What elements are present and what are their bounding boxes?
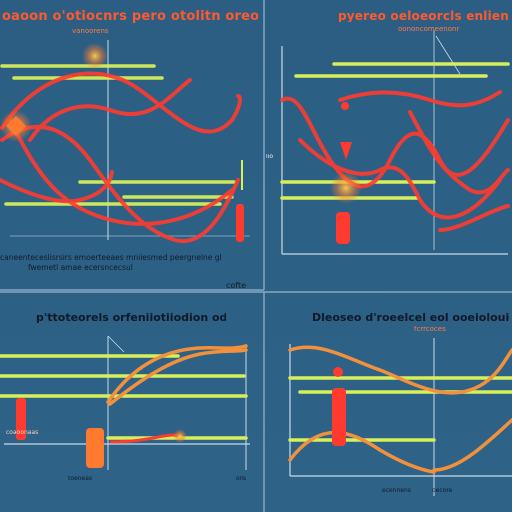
orange-cylinder [86,428,104,468]
orange-curves [106,344,248,406]
panel2-axis-tick: lio [266,154,274,160]
panel2-subtitle: oononcomeenonr [398,26,460,33]
panel1-title: oaoon o'otiocnrs pero otolitn oreon otel… [2,10,258,23]
panel4-subtitle: fcrrcoces [414,326,446,333]
panel1-caption-1: caneenteceslisrsirs emoerteeaes mniiesme… [0,254,222,262]
panel3-tick-a: toeneas [68,476,93,482]
panel-bottom-right [288,338,512,496]
red-cylinder [236,204,244,242]
red-curves [280,90,510,232]
panel-top-right [280,30,510,255]
panel-bottom-left [0,335,250,470]
panel2-title: pyereo oeloeorcls enlienloilnoron [338,10,510,22]
panel3-tick-c: coaoonaas [6,430,39,436]
panel3-tick-b: olls [236,476,247,482]
panel1-subtitle: vanoorens [72,28,109,35]
panel4-tick-a: ecennens [382,488,411,494]
red-cylinder [16,398,26,440]
panel1-footer: cofte [226,282,247,290]
panel4-tick-b: oecore [432,488,453,494]
panel-top-left [0,40,250,244]
red-curves [0,71,242,244]
orange-curves [288,345,512,474]
panel4-title: Dleoseo d'roeelcel eol ooeiolouie to [312,312,510,323]
panel1-caption-2: fwemetl amae ecersncecsul [28,264,133,272]
red-cylinder [332,388,346,446]
red-cylinder [336,212,350,244]
panel3-title: p'ttoteorels orfeniiotiiodion odotnl [36,312,226,323]
